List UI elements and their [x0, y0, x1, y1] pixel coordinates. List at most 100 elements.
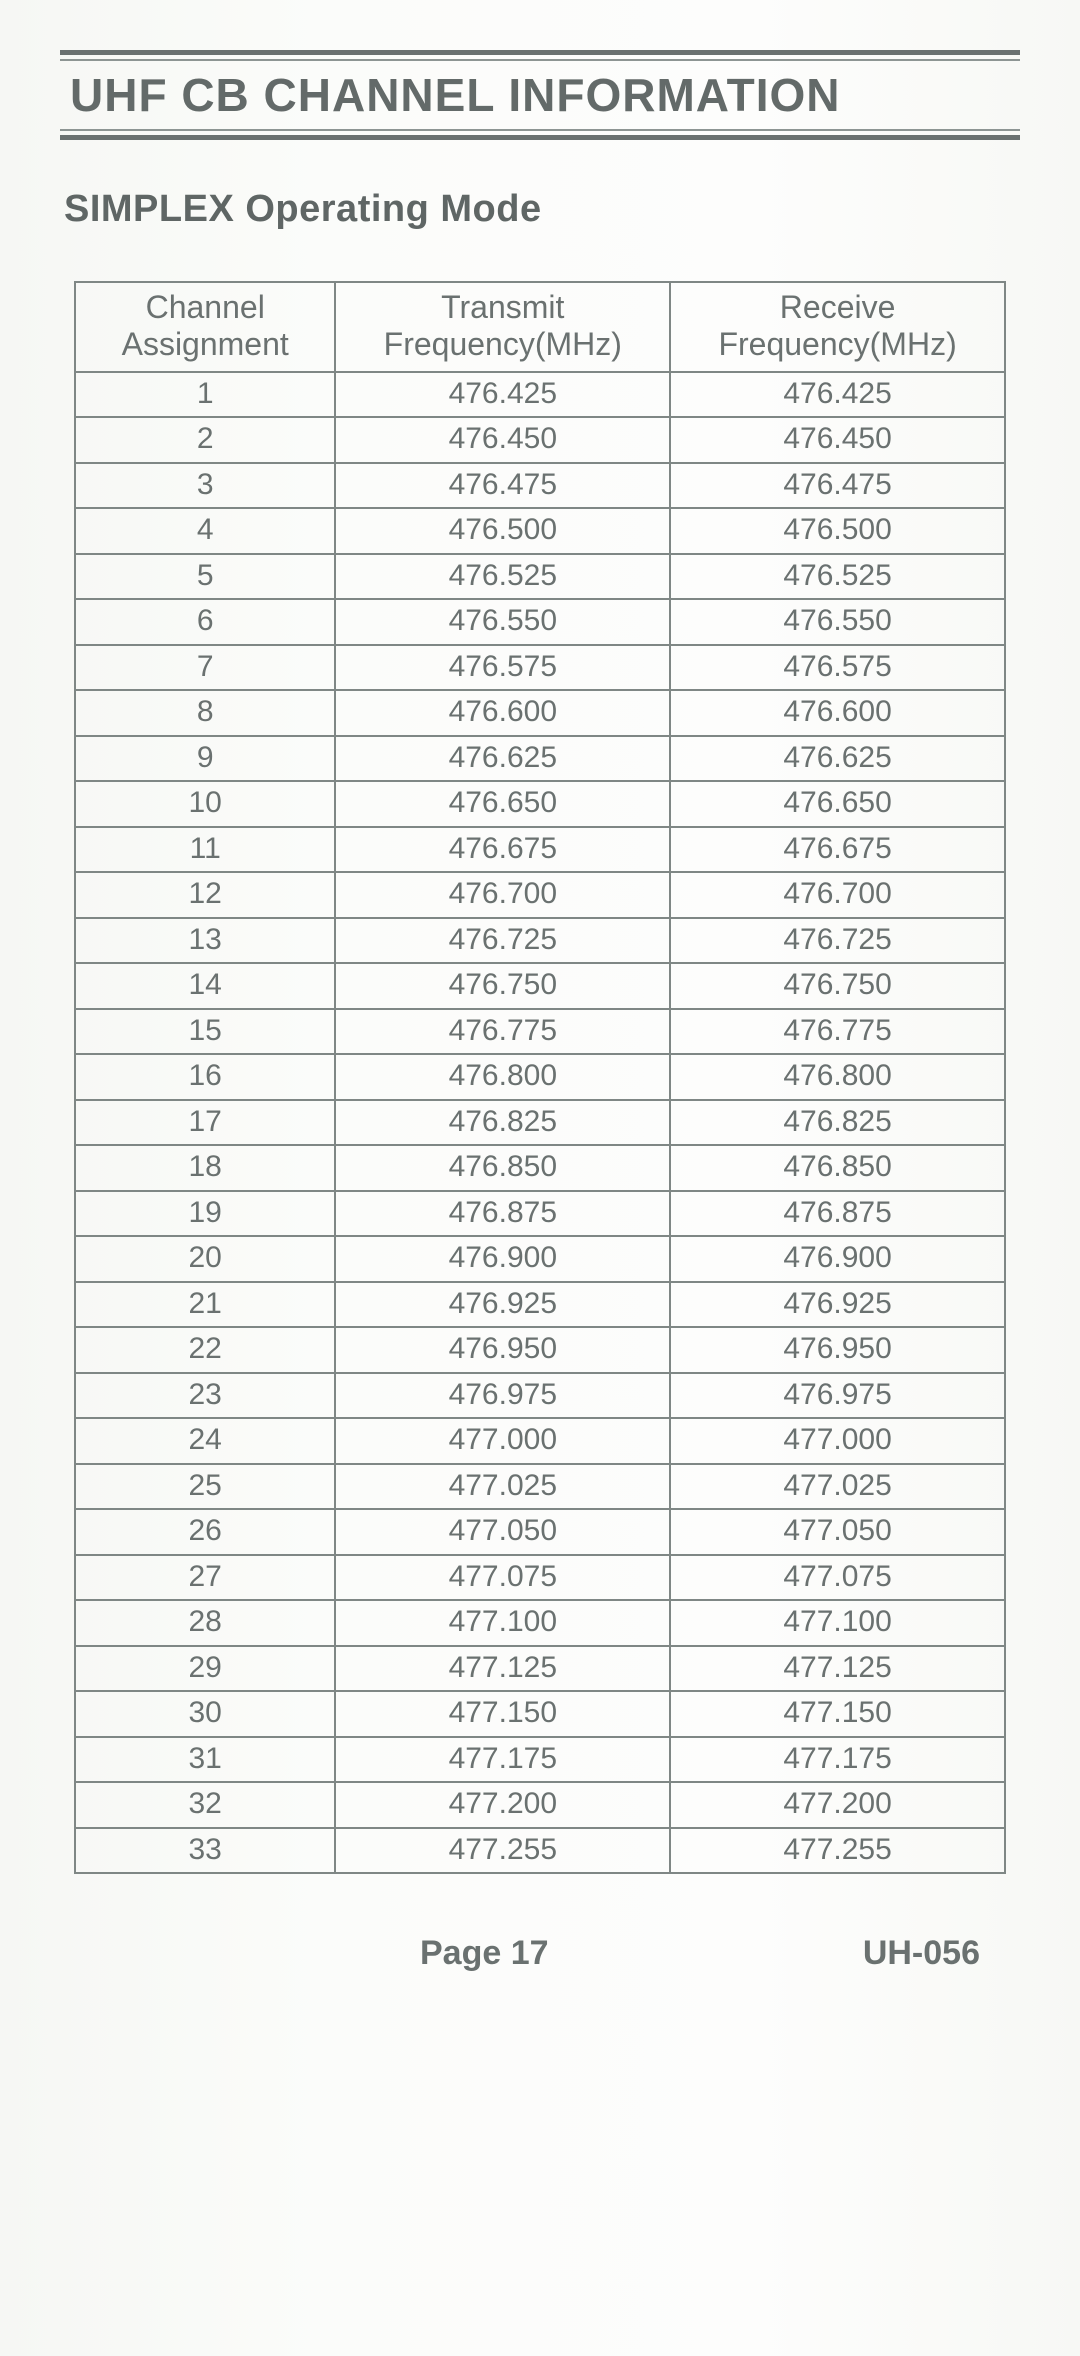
table-row: 32477.200477.200 [75, 1782, 1005, 1828]
table-row: 18476.850476.850 [75, 1145, 1005, 1191]
table-row: 20476.900476.900 [75, 1236, 1005, 1282]
cell-channel: 27 [75, 1555, 335, 1601]
frequency-table-wrap: Channel Assignment Transmit Frequency(MH… [74, 281, 1006, 1874]
table-row: 13476.725476.725 [75, 918, 1005, 964]
table-header-row: Channel Assignment Transmit Frequency(MH… [75, 282, 1005, 372]
col-header-line: Frequency(MHz) [340, 326, 665, 363]
table-row: 10476.650476.650 [75, 781, 1005, 827]
table-row: 28477.100477.100 [75, 1600, 1005, 1646]
cell-channel: 21 [75, 1282, 335, 1328]
cell-receive: 476.550 [670, 599, 1005, 645]
cell-channel: 11 [75, 827, 335, 873]
top-rule-thin [60, 59, 1020, 61]
cell-transmit: 476.625 [335, 736, 670, 782]
table-row: 19476.875476.875 [75, 1191, 1005, 1237]
cell-transmit: 476.900 [335, 1236, 670, 1282]
col-header-line: Assignment [80, 326, 330, 363]
cell-channel: 33 [75, 1828, 335, 1874]
cell-channel: 16 [75, 1054, 335, 1100]
table-row: 11476.675476.675 [75, 827, 1005, 873]
col-header-channel: Channel Assignment [75, 282, 335, 372]
table-row: 21476.925476.925 [75, 1282, 1005, 1328]
frequency-table: Channel Assignment Transmit Frequency(MH… [74, 281, 1006, 1874]
table-row: 9476.625476.625 [75, 736, 1005, 782]
table-row: 14476.750476.750 [75, 963, 1005, 1009]
cell-transmit: 477.255 [335, 1828, 670, 1874]
cell-receive: 476.675 [670, 827, 1005, 873]
table-row: 12476.700476.700 [75, 872, 1005, 918]
cell-transmit: 477.025 [335, 1464, 670, 1510]
cell-channel: 13 [75, 918, 335, 964]
col-header-line: Transmit [340, 289, 665, 326]
cell-channel: 29 [75, 1646, 335, 1692]
cell-channel: 22 [75, 1327, 335, 1373]
cell-channel: 7 [75, 645, 335, 691]
cell-channel: 8 [75, 690, 335, 736]
col-header-line: Channel [80, 289, 330, 326]
cell-receive: 476.650 [670, 781, 1005, 827]
cell-receive: 476.775 [670, 1009, 1005, 1055]
cell-channel: 28 [75, 1600, 335, 1646]
table-row: 24477.000477.000 [75, 1418, 1005, 1464]
cell-transmit: 477.000 [335, 1418, 670, 1464]
cell-channel: 32 [75, 1782, 335, 1828]
document-page: UHF CB CHANNEL INFORMATION SIMPLEX Opera… [0, 0, 1080, 2356]
footer-page-number: Page 17 [420, 1934, 549, 1973]
frequency-table-body: 1476.425476.4252476.450476.4503476.47547… [75, 372, 1005, 1874]
cell-channel: 26 [75, 1509, 335, 1555]
cell-transmit: 477.150 [335, 1691, 670, 1737]
section-subheading: SIMPLEX Operating Mode [60, 188, 1020, 231]
cell-channel: 19 [75, 1191, 335, 1237]
cell-receive: 476.800 [670, 1054, 1005, 1100]
cell-receive: 477.175 [670, 1737, 1005, 1783]
table-row: 3476.475476.475 [75, 463, 1005, 509]
cell-transmit: 476.775 [335, 1009, 670, 1055]
cell-transmit: 476.575 [335, 645, 670, 691]
cell-channel: 17 [75, 1100, 335, 1146]
cell-transmit: 476.950 [335, 1327, 670, 1373]
table-row: 25477.025477.025 [75, 1464, 1005, 1510]
table-row: 30477.150477.150 [75, 1691, 1005, 1737]
cell-receive: 477.050 [670, 1509, 1005, 1555]
cell-channel: 20 [75, 1236, 335, 1282]
table-row: 16476.800476.800 [75, 1054, 1005, 1100]
cell-transmit: 476.975 [335, 1373, 670, 1419]
cell-receive: 476.450 [670, 417, 1005, 463]
cell-transmit: 476.925 [335, 1282, 670, 1328]
table-row: 6476.550476.550 [75, 599, 1005, 645]
table-row: 31477.175477.175 [75, 1737, 1005, 1783]
col-header-line: Receive [675, 289, 1000, 326]
cell-channel: 25 [75, 1464, 335, 1510]
cell-receive: 477.100 [670, 1600, 1005, 1646]
cell-transmit: 476.550 [335, 599, 670, 645]
cell-receive: 477.025 [670, 1464, 1005, 1510]
cell-receive: 477.000 [670, 1418, 1005, 1464]
cell-receive: 476.475 [670, 463, 1005, 509]
cell-receive: 476.600 [670, 690, 1005, 736]
under-title-rule-thick [60, 135, 1020, 140]
top-rule-thick [60, 50, 1020, 55]
table-row: 8476.600476.600 [75, 690, 1005, 736]
cell-receive: 476.625 [670, 736, 1005, 782]
cell-receive: 477.125 [670, 1646, 1005, 1692]
cell-receive: 476.725 [670, 918, 1005, 964]
cell-channel: 3 [75, 463, 335, 509]
cell-transmit: 477.075 [335, 1555, 670, 1601]
cell-receive: 476.925 [670, 1282, 1005, 1328]
cell-transmit: 477.200 [335, 1782, 670, 1828]
page-footer: Page 17 UH-056 [60, 1934, 1020, 1973]
cell-channel: 1 [75, 372, 335, 418]
cell-receive: 476.500 [670, 508, 1005, 554]
table-row: 23476.975476.975 [75, 1373, 1005, 1419]
cell-transmit: 477.125 [335, 1646, 670, 1692]
cell-transmit: 476.425 [335, 372, 670, 418]
cell-transmit: 476.875 [335, 1191, 670, 1237]
table-row: 26477.050477.050 [75, 1509, 1005, 1555]
table-row: 33477.255477.255 [75, 1828, 1005, 1874]
col-header-line: Frequency(MHz) [675, 326, 1000, 363]
cell-transmit: 476.475 [335, 463, 670, 509]
cell-channel: 9 [75, 736, 335, 782]
cell-receive: 476.525 [670, 554, 1005, 600]
cell-transmit: 476.825 [335, 1100, 670, 1146]
cell-transmit: 476.675 [335, 827, 670, 873]
